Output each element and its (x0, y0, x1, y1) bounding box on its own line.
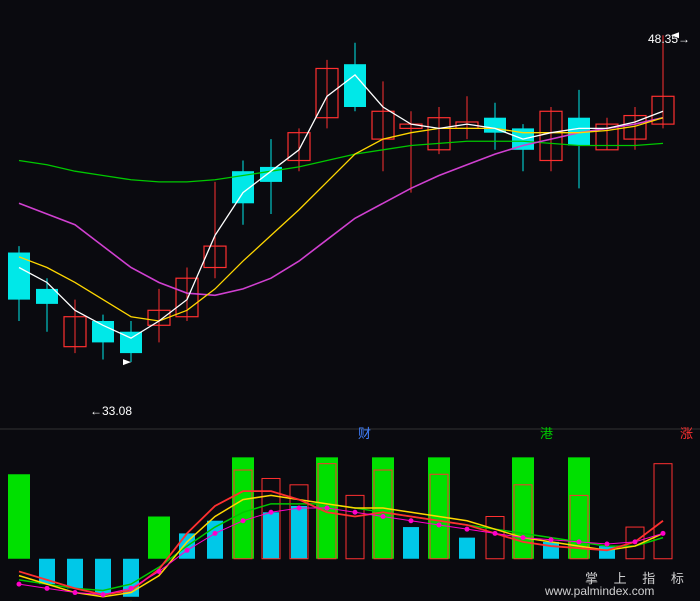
section-label: 涨 (680, 423, 693, 442)
watermark-url: www.palmindex.com (545, 584, 654, 598)
chart-container: ←33.08 48.35→ 财港涨 掌 上 指 标 www.palmindex.… (0, 0, 700, 601)
section-label: 财 (358, 423, 371, 442)
price-high-label: 48.35→ (648, 32, 690, 46)
price-low-label: ←33.08 (90, 404, 132, 418)
section-label: 港 (540, 423, 553, 442)
chart-svg (0, 0, 700, 601)
